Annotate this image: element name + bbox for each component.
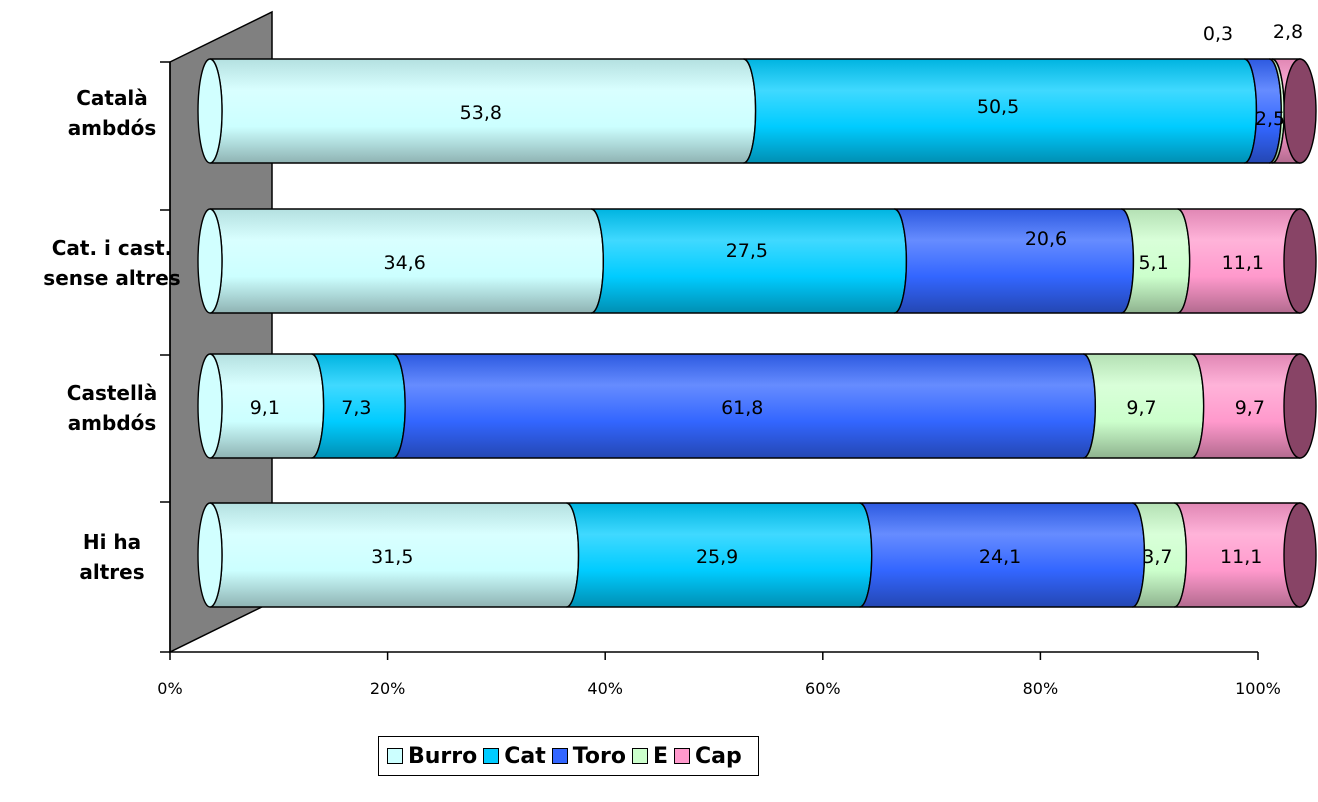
legend-item-cat: Cat: [483, 744, 546, 769]
legend-swatch: [387, 748, 403, 764]
legend-swatch: [483, 748, 500, 764]
category-label: Hi ha altres: [79, 530, 144, 584]
data-label-toro: 24,1: [979, 546, 1021, 568]
data-label-cat: 25,9: [696, 546, 738, 568]
data-label-cat: 7,3: [341, 397, 371, 419]
legend-item-cap: Cap: [673, 743, 742, 769]
legend-swatch: [673, 748, 690, 764]
bar-end-cap: [1283, 208, 1317, 314]
legend-label: E: [652, 743, 668, 769]
data-label-e: 0,3: [1203, 23, 1233, 45]
data-label-cap: 11,1: [1222, 252, 1264, 274]
data-label-toro: 20,6: [1025, 228, 1067, 250]
data-label-cat: 27,5: [726, 240, 768, 262]
legend-label: Burro: [408, 743, 478, 769]
bar-end-cap: [1283, 58, 1317, 164]
data-label-toro: 61,8: [721, 397, 763, 419]
legend-label: Cat: [504, 743, 546, 769]
data-label-burro: 9,1: [250, 397, 280, 419]
legend: Burro Cat Toro E Cap: [378, 736, 759, 776]
data-label-cap: 11,1: [1220, 546, 1262, 568]
x-tick-label: 20%: [370, 679, 406, 698]
x-tick-label: 0%: [157, 679, 182, 698]
bar-end-cap: [1283, 502, 1317, 608]
legend-label: Cap: [694, 743, 742, 769]
x-tick-label: 100%: [1235, 679, 1281, 698]
legend-swatch: [551, 748, 568, 764]
data-label-toro: 2,5: [1255, 108, 1285, 130]
data-label-e: 5,1: [1138, 252, 1168, 274]
category-label: Castellà ambdós: [67, 381, 157, 435]
bar-start-cap: [197, 502, 223, 608]
data-label-burro: 31,5: [371, 546, 413, 568]
legend-label: Toro: [572, 743, 626, 769]
bar-segment-toro: [894, 208, 1135, 314]
bar-start-cap: [197, 208, 223, 314]
bar-start-cap: [197, 353, 223, 459]
legend-item-toro: Toro: [551, 743, 626, 769]
data-label-cap: 2,8: [1273, 21, 1303, 43]
data-label-cap: 9,7: [1235, 397, 1265, 419]
bar-start-cap: [197, 58, 223, 164]
x-tick-label: 60%: [805, 679, 841, 698]
legend-item-burro: Burro: [387, 744, 477, 769]
data-label-burro: 53,8: [460, 102, 502, 124]
legend-item-e: E: [631, 743, 668, 769]
data-label-burro: 34,6: [384, 252, 426, 274]
data-label-e: 3,7: [1142, 546, 1172, 568]
category-label: Català ambdós: [68, 86, 157, 140]
bar-end-cap: [1283, 353, 1317, 459]
x-tick-label: 80%: [1023, 679, 1059, 698]
data-label-e: 9,7: [1126, 397, 1156, 419]
category-label: Cat. i cast. sense altres: [43, 236, 180, 290]
x-tick-label: 40%: [587, 679, 623, 698]
legend-swatch: [631, 748, 648, 764]
data-label-cat: 50,5: [977, 96, 1019, 118]
